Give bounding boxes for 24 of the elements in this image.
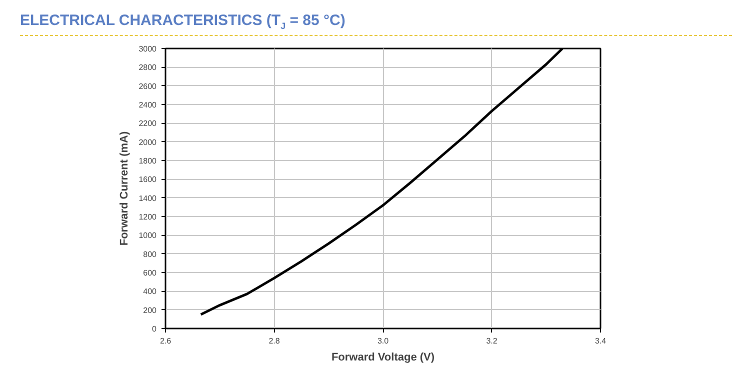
y-tick-label: 1600 [138, 175, 158, 184]
x-tick-label: 3.0 [377, 336, 390, 346]
y-tick-label: 2400 [138, 100, 158, 110]
y-tick-label: 1400 [138, 194, 158, 203]
y-tick-label: 2000 [138, 138, 158, 147]
x-tick-label: 3.2 [486, 336, 498, 346]
y-tick-label: 2800 [138, 63, 158, 72]
y-tick-label: 3000 [138, 44, 158, 54]
x-axis-title: Forward Voltage (V) [331, 352, 435, 364]
chart-title: ELECTRICAL CHARACTERISTICS (T$_{J}$ = 85 °C) [20, 8, 732, 36]
y-tick-label: 2600 [138, 82, 158, 91]
y-tick-label: 0 [152, 324, 158, 334]
y-tick-label: 1000 [138, 231, 158, 240]
x-tick-label: 3.4 [594, 336, 607, 346]
y-tick-label: 200 [143, 306, 158, 315]
y-tick-label: 800 [143, 250, 158, 259]
y-tick-label: 400 [143, 287, 158, 296]
y-tick-label: 600 [143, 268, 158, 278]
y-axis-title: Forward Current (mA) [118, 131, 131, 246]
x-tick-label: 2.8 [268, 336, 280, 346]
y-tick-label: 1800 [138, 156, 158, 166]
y-tick-label: 1200 [138, 212, 158, 222]
x-tick-label: 2.6 [160, 336, 172, 346]
y-tick-label: 2200 [138, 119, 158, 128]
